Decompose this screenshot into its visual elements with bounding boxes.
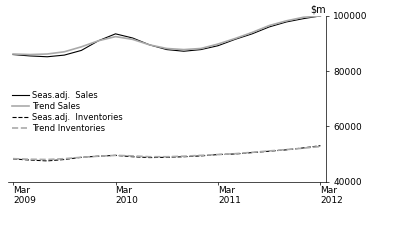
- Trend Inventories: [198, 154, 203, 157]
- Seas.adj.  Inventories: [45, 160, 50, 162]
- Trend Sales: [96, 39, 101, 42]
- Trend Inventories: [164, 155, 169, 158]
- Line: Seas.adj.  Inventories: Seas.adj. Inventories: [13, 146, 320, 161]
- Seas.adj.  Inventories: [28, 159, 33, 161]
- Trend Inventories: [216, 153, 220, 156]
- Seas.adj.  Sales: [318, 15, 323, 17]
- Seas.adj.  Sales: [301, 17, 306, 20]
- Seas.adj.  Sales: [79, 49, 84, 52]
- Seas.adj.  Sales: [96, 39, 101, 42]
- Seas.adj.  Inventories: [79, 156, 84, 159]
- Seas.adj.  Sales: [113, 32, 118, 35]
- Text: $m: $m: [310, 4, 326, 14]
- Seas.adj.  Inventories: [62, 158, 67, 161]
- Seas.adj.  Sales: [267, 26, 272, 28]
- Seas.adj.  Sales: [62, 54, 67, 57]
- Seas.adj.  Inventories: [267, 150, 272, 153]
- Trend Sales: [113, 35, 118, 38]
- Seas.adj.  Sales: [45, 55, 50, 58]
- Trend Inventories: [130, 155, 135, 157]
- Trend Inventories: [45, 158, 50, 161]
- Seas.adj.  Sales: [130, 37, 135, 39]
- Seas.adj.  Inventories: [96, 155, 101, 158]
- Seas.adj.  Inventories: [147, 156, 152, 159]
- Trend Inventories: [62, 157, 67, 160]
- Trend Inventories: [147, 155, 152, 158]
- Seas.adj.  Inventories: [11, 158, 15, 160]
- Trend Inventories: [250, 151, 254, 154]
- Seas.adj.  Inventories: [198, 155, 203, 157]
- Trend Sales: [301, 16, 306, 19]
- Seas.adj.  Inventories: [181, 155, 186, 158]
- Trend Inventories: [96, 155, 101, 158]
- Seas.adj.  Inventories: [318, 144, 323, 147]
- Seas.adj.  Sales: [250, 32, 254, 35]
- Trend Sales: [318, 15, 323, 17]
- Seas.adj.  Inventories: [250, 151, 254, 154]
- Seas.adj.  Inventories: [233, 153, 237, 155]
- Seas.adj.  Sales: [216, 44, 220, 47]
- Trend Inventories: [233, 152, 237, 155]
- Trend Sales: [45, 53, 50, 55]
- Trend Sales: [198, 47, 203, 50]
- Trend Sales: [130, 38, 135, 41]
- Trend Inventories: [79, 156, 84, 159]
- Trend Sales: [147, 44, 152, 46]
- Trend Inventories: [113, 154, 118, 157]
- Seas.adj.  Inventories: [164, 156, 169, 159]
- Trend Inventories: [318, 145, 323, 148]
- Seas.adj.  Sales: [284, 21, 289, 23]
- Trend Sales: [216, 43, 220, 45]
- Seas.adj.  Sales: [11, 53, 15, 56]
- Trend Inventories: [28, 158, 33, 160]
- Trend Sales: [28, 53, 33, 56]
- Trend Sales: [79, 45, 84, 48]
- Trend Sales: [233, 37, 237, 40]
- Seas.adj.  Inventories: [301, 147, 306, 149]
- Line: Seas.adj.  Sales: Seas.adj. Sales: [13, 16, 320, 57]
- Seas.adj.  Sales: [233, 38, 237, 41]
- Seas.adj.  Sales: [181, 50, 186, 53]
- Seas.adj.  Inventories: [113, 154, 118, 157]
- Trend Sales: [284, 20, 289, 22]
- Line: Trend Sales: Trend Sales: [13, 16, 320, 54]
- Trend Sales: [250, 31, 254, 34]
- Seas.adj.  Sales: [198, 48, 203, 51]
- Trend Sales: [62, 50, 67, 53]
- Trend Sales: [181, 48, 186, 51]
- Trend Inventories: [181, 155, 186, 158]
- Trend Inventories: [11, 157, 15, 160]
- Trend Sales: [11, 53, 15, 55]
- Trend Sales: [267, 24, 272, 27]
- Trend Sales: [164, 47, 169, 50]
- Trend Inventories: [301, 147, 306, 150]
- Seas.adj.  Sales: [147, 44, 152, 46]
- Line: Trend Inventories: Trend Inventories: [13, 146, 320, 160]
- Seas.adj.  Inventories: [216, 153, 220, 156]
- Seas.adj.  Inventories: [130, 155, 135, 158]
- Legend: Seas.adj.  Sales, Trend Sales, Seas.adj.  Inventories, Trend Inventories: Seas.adj. Sales, Trend Sales, Seas.adj. …: [12, 91, 123, 133]
- Seas.adj.  Sales: [28, 54, 33, 57]
- Seas.adj.  Inventories: [284, 148, 289, 151]
- Trend Inventories: [284, 148, 289, 151]
- Seas.adj.  Sales: [164, 48, 169, 51]
- Trend Inventories: [267, 150, 272, 152]
